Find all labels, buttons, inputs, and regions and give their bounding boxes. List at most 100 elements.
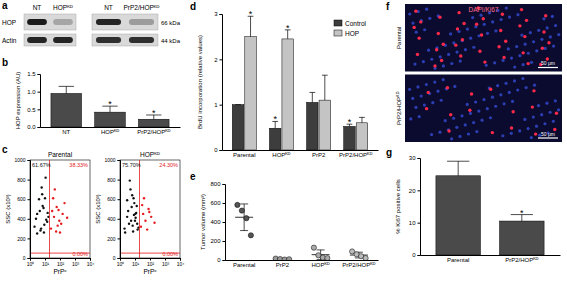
scale-bar-label: 50 μm [541, 131, 555, 137]
cell [450, 137, 453, 140]
cell [523, 118, 526, 121]
tick: PrP2 [276, 262, 290, 268]
gate-line [139, 160, 140, 258]
tick-label: 10² [147, 261, 155, 267]
cell [418, 115, 421, 118]
tick-label: Parental [233, 152, 255, 158]
point [131, 224, 133, 226]
tick: 0.5 [27, 107, 40, 113]
panel-dot: e0200400600800ParentalPrP2HOPᴷᴰPrP2/HOPᴷ… [190, 171, 379, 268]
legend: ControlHOP [334, 20, 367, 37]
cell [411, 21, 414, 24]
cell [459, 60, 462, 63]
gate-line [49, 160, 50, 258]
tick-mark [223, 260, 226, 261]
cell [423, 103, 426, 106]
lane-label: NT [33, 4, 42, 11]
cell [525, 86, 528, 89]
cell [472, 46, 475, 49]
tick: 0 [23, 255, 30, 261]
cell [540, 38, 543, 41]
error-bar [309, 92, 315, 102]
significance: * [249, 9, 253, 19]
tick-label: 0.5 [27, 107, 36, 113]
point [33, 225, 35, 227]
axis-line [226, 260, 379, 261]
marks [51, 86, 169, 127]
cell [552, 120, 555, 123]
axis-title: HOP expression (AU) [15, 72, 21, 130]
y-axis: 0102030 [409, 155, 421, 258]
point [127, 210, 129, 212]
cell [414, 9, 417, 12]
cell [520, 33, 523, 36]
point [134, 213, 136, 215]
tick-label: 10⁰ [117, 261, 125, 267]
cell [464, 123, 467, 126]
point [129, 179, 131, 181]
tick-label: 10⁴ [87, 261, 95, 267]
point [239, 208, 244, 213]
cell [471, 16, 474, 19]
cell [518, 54, 521, 57]
point [66, 217, 68, 219]
point [57, 209, 59, 211]
tick: 1.0 [27, 89, 40, 95]
cell [497, 45, 500, 48]
cell [522, 51, 525, 54]
cell [510, 132, 513, 135]
tick-mark [220, 150, 223, 151]
cell [502, 56, 505, 59]
legend-swatch [334, 20, 342, 26]
point [56, 224, 58, 226]
bar [307, 102, 319, 150]
tick: 2 [214, 57, 222, 63]
tick-mark [28, 258, 31, 259]
blue-cells [408, 77, 560, 141]
cell [534, 132, 537, 135]
cell [472, 121, 475, 124]
cell [535, 125, 538, 128]
cell [510, 126, 513, 129]
quadrant-label: 61.67% [32, 162, 51, 168]
point [325, 256, 330, 261]
error-bar [322, 75, 328, 100]
cell [504, 82, 507, 85]
row-label: HOP [2, 19, 16, 26]
cell [527, 52, 530, 55]
point [136, 223, 138, 225]
cell [460, 114, 463, 117]
cell [470, 92, 473, 95]
quadrant-label: 38.33% [69, 162, 88, 168]
point [143, 197, 145, 199]
micrograph [405, 75, 562, 143]
plot-frame [120, 160, 180, 258]
point [350, 249, 355, 254]
tick-mark [220, 14, 223, 15]
tick-label: 200 [107, 236, 116, 242]
quadrant-label: 0.00% [162, 251, 178, 257]
cell [483, 60, 486, 63]
scale-bar-label: 50 μm [541, 60, 555, 66]
point [54, 188, 56, 190]
axis-line [220, 15, 223, 151]
significance: * [520, 208, 524, 218]
cell [523, 35, 526, 38]
tick-mark [220, 59, 223, 60]
axis-title: % Ki67 positive cells [395, 179, 401, 234]
cell [423, 28, 426, 31]
tick-label: 400 [210, 219, 221, 225]
cell [435, 48, 438, 51]
marks [232, 16, 367, 150]
cell [489, 88, 492, 91]
axis-title: BrdU incorporation (relative values) [197, 35, 203, 129]
tick-label: HOPᴷᴰ [312, 262, 331, 268]
blot-background [24, 14, 76, 30]
cell [524, 43, 527, 46]
point [141, 204, 143, 206]
panel-bar: g*0102030ParentalPrP2/HOPᴷᴰ% Ki67 positi… [386, 147, 561, 263]
tick: 1000 [14, 157, 30, 163]
tick-label: 10¹ [132, 261, 140, 267]
cell [546, 26, 549, 29]
cell [547, 41, 550, 44]
